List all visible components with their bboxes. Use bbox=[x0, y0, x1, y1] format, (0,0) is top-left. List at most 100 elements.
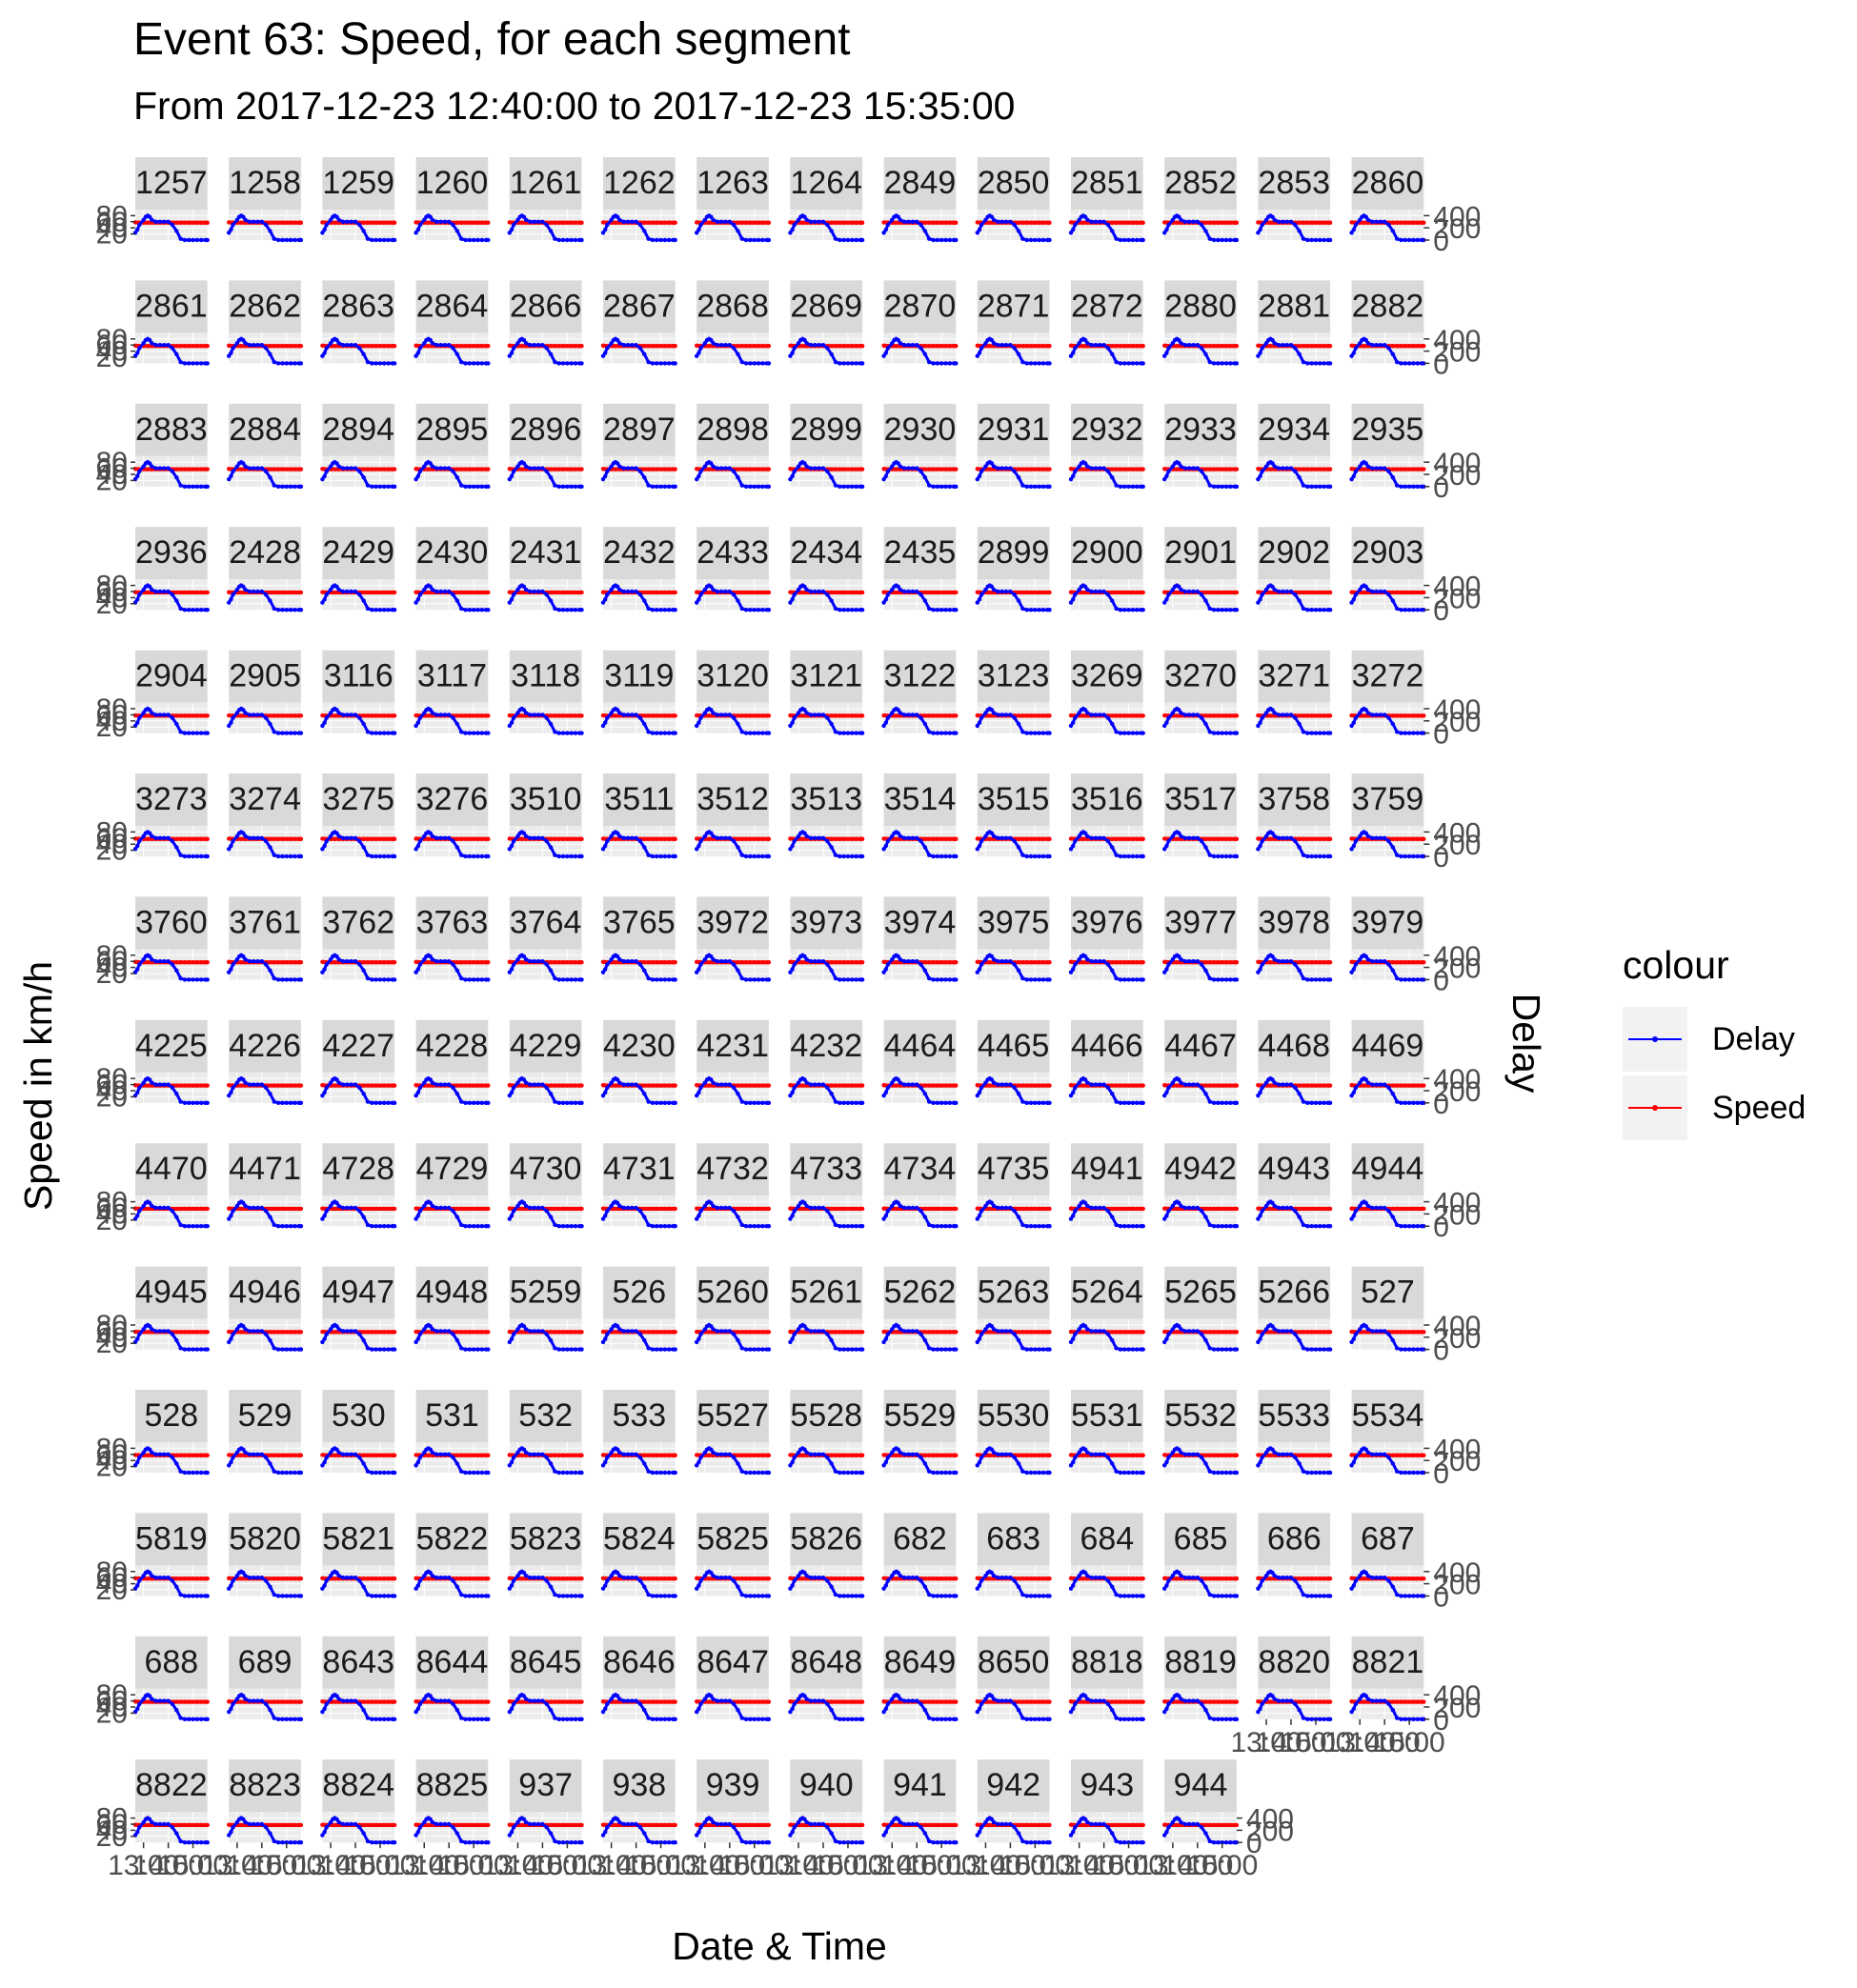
data-point-delay bbox=[808, 589, 814, 594]
data-point-speed bbox=[1033, 220, 1038, 225]
data-point-speed bbox=[573, 959, 578, 965]
facet-strip bbox=[322, 157, 395, 210]
data-point-speed bbox=[833, 590, 838, 595]
data-point-delay bbox=[630, 219, 635, 224]
data-point-delay bbox=[573, 977, 578, 982]
facet-panel: 2851 bbox=[1068, 157, 1145, 243]
data-point-delay bbox=[353, 835, 358, 840]
data-point-delay bbox=[361, 845, 366, 850]
data-point-speed bbox=[987, 713, 992, 718]
data-point-delay bbox=[979, 222, 984, 228]
data-point-speed bbox=[658, 713, 663, 718]
data-point-delay bbox=[1322, 484, 1326, 489]
data-point-delay bbox=[1003, 589, 1009, 594]
data-point-delay bbox=[259, 219, 265, 224]
facet-label: 2867 bbox=[603, 288, 676, 324]
data-point-delay bbox=[1272, 833, 1277, 839]
data-point-delay bbox=[600, 231, 606, 235]
data-point-delay bbox=[1195, 713, 1201, 717]
data-point-delay bbox=[1394, 236, 1400, 241]
data-point-delay bbox=[1126, 608, 1131, 612]
facet-panel: 1262 bbox=[600, 157, 677, 243]
data-point-speed bbox=[1016, 836, 1021, 841]
data-point-speed bbox=[1114, 836, 1119, 841]
data-point-delay bbox=[709, 214, 714, 219]
data-point-speed bbox=[859, 836, 865, 841]
data-point-delay bbox=[977, 597, 982, 602]
data-point-delay bbox=[1101, 219, 1106, 224]
data-point-delay bbox=[658, 608, 663, 612]
data-point-speed bbox=[760, 836, 765, 841]
data-point-delay bbox=[736, 721, 740, 727]
data-point-delay bbox=[833, 606, 838, 612]
data-point-delay bbox=[1383, 589, 1387, 594]
data-point-delay bbox=[954, 237, 959, 243]
data-point-delay bbox=[902, 835, 907, 840]
data-point-delay bbox=[838, 361, 842, 366]
data-point-delay bbox=[1135, 361, 1140, 366]
data-point-delay bbox=[340, 959, 346, 964]
data-point-delay bbox=[1390, 845, 1396, 850]
data-point-delay bbox=[898, 587, 903, 592]
facet-label: 2430 bbox=[416, 534, 489, 571]
data-point-delay bbox=[178, 236, 183, 241]
data-point-delay bbox=[447, 959, 452, 964]
data-point-delay bbox=[1199, 838, 1204, 844]
data-point-delay bbox=[137, 715, 142, 720]
data-point-speed bbox=[987, 836, 992, 841]
data-point-delay bbox=[438, 343, 443, 348]
facet-label: 2899 bbox=[978, 534, 1050, 571]
data-point-delay bbox=[617, 957, 622, 962]
data-point-delay bbox=[1301, 606, 1306, 612]
data-point-delay bbox=[1199, 346, 1204, 351]
data-point-delay bbox=[479, 608, 485, 612]
data-point-speed bbox=[275, 836, 281, 841]
data-point-delay bbox=[1260, 715, 1264, 720]
data-point-speed bbox=[519, 343, 524, 349]
data-point-delay bbox=[1276, 589, 1282, 594]
data-point-speed bbox=[987, 220, 992, 225]
data-point-delay bbox=[1406, 731, 1412, 735]
data-point-delay bbox=[850, 853, 855, 859]
data-point-delay bbox=[1177, 337, 1181, 343]
data-point-delay bbox=[922, 598, 928, 603]
data-point-delay bbox=[284, 977, 289, 982]
data-point-speed bbox=[1126, 343, 1131, 349]
data-point-delay bbox=[1293, 592, 1298, 597]
data-point-delay bbox=[336, 341, 341, 346]
facet-strip bbox=[883, 157, 957, 210]
facet-panel: 3764 bbox=[507, 896, 584, 982]
data-point-delay bbox=[634, 713, 638, 717]
data-point-speed bbox=[1394, 343, 1400, 349]
data-point-speed bbox=[1411, 590, 1416, 595]
data-point-speed bbox=[1234, 343, 1240, 349]
data-point-delay bbox=[178, 606, 183, 612]
data-point-delay bbox=[1028, 237, 1034, 243]
data-point-speed bbox=[1399, 220, 1403, 225]
data-point-speed bbox=[1174, 590, 1180, 595]
data-point-delay bbox=[137, 962, 142, 967]
data-point-delay bbox=[1195, 589, 1201, 594]
data-point-speed bbox=[1415, 713, 1421, 718]
facet-label: 3513 bbox=[790, 781, 862, 817]
data-point-delay bbox=[523, 217, 529, 223]
data-point-speed bbox=[748, 713, 753, 718]
data-point-speed bbox=[1080, 713, 1086, 718]
data-point-delay bbox=[336, 587, 341, 592]
data-point-delay bbox=[205, 237, 210, 243]
data-point-speed bbox=[284, 590, 289, 595]
data-point-speed bbox=[191, 467, 195, 472]
facet-label: 1258 bbox=[229, 165, 301, 201]
data-point-delay bbox=[349, 589, 353, 594]
data-point-speed bbox=[293, 713, 297, 718]
data-point-speed bbox=[939, 590, 944, 595]
data-point-delay bbox=[361, 351, 366, 356]
facet-label: 2852 bbox=[1164, 165, 1237, 201]
y-tick-label: 20 bbox=[96, 342, 128, 373]
data-point-delay bbox=[1110, 351, 1115, 356]
data-point-speed bbox=[646, 467, 651, 472]
data-point-delay bbox=[702, 217, 708, 223]
data-point-delay bbox=[859, 731, 865, 735]
data-point-delay bbox=[137, 838, 142, 844]
data-point-delay bbox=[243, 587, 248, 592]
